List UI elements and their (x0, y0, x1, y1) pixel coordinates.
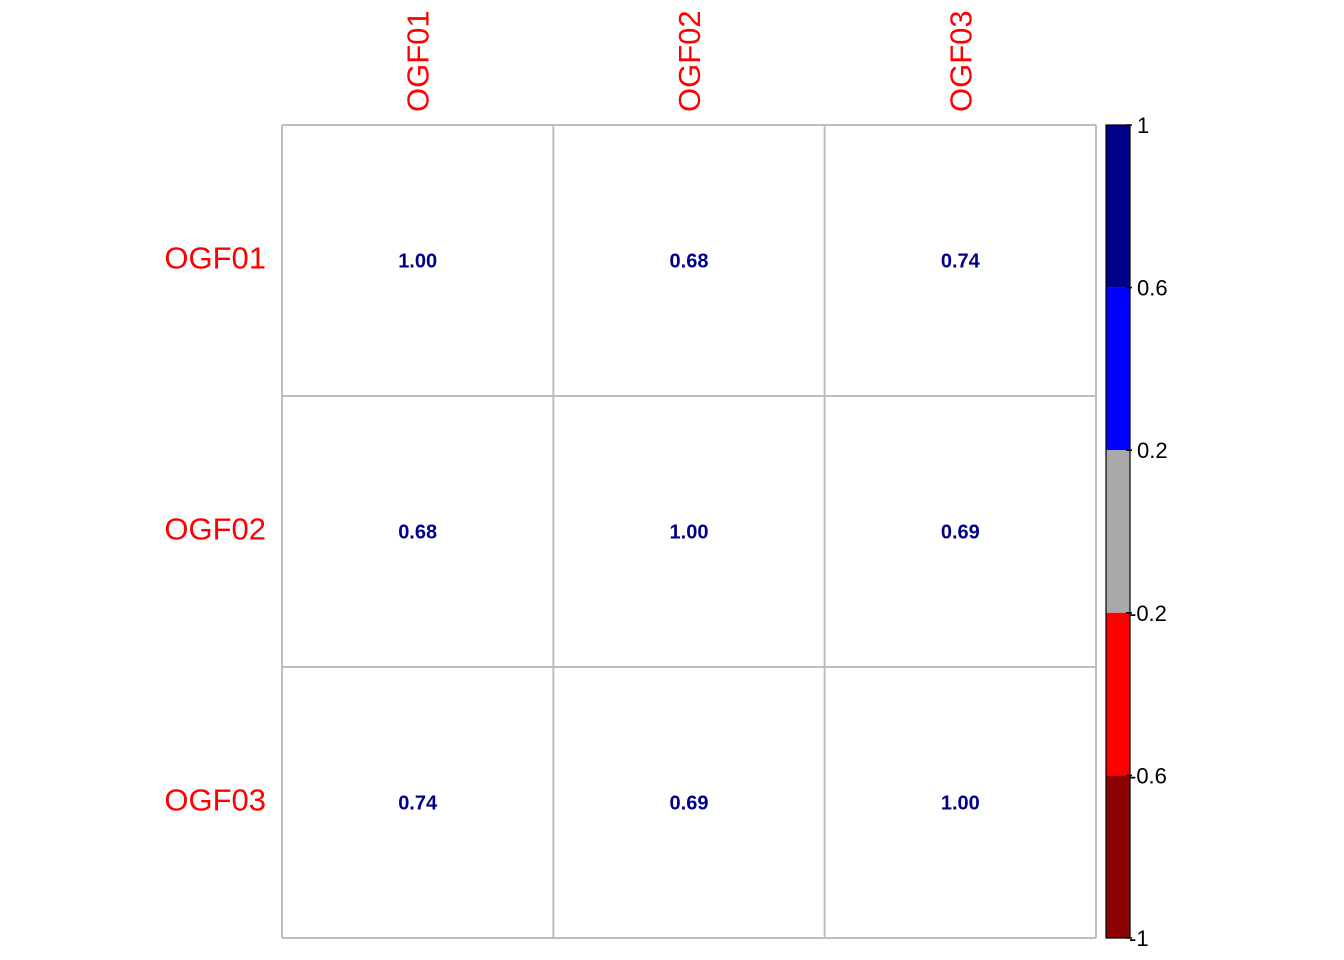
cell-value-label: 1.00 (941, 793, 980, 815)
colorbar-tick-label: -1 (1129, 926, 1149, 951)
column-label-OGF03: OGF03 (943, 10, 978, 112)
row-label-OGF01: OGF01 (164, 241, 266, 276)
row-label-OGF03: OGF03 (164, 783, 266, 818)
heatmap-cell-OGF01-OGF03 (824, 125, 1096, 396)
heatmap-cells (282, 125, 1096, 938)
column-label-OGF01: OGF01 (401, 10, 436, 112)
colorbar-band (1106, 775, 1130, 938)
cell-value-labels: 1.00 0.68 0.74 0.68 1.00 0.69 0.74 0.69 1.00 (398, 251, 980, 815)
cell-value-label: 0.68 (670, 251, 709, 273)
cell-value-label: 0.69 (941, 522, 980, 544)
cell-value-label: 1.00 (670, 522, 709, 544)
heatmap-cell-OGF02-OGF01 (282, 396, 554, 667)
heatmap-cell-OGF03-OGF02 (553, 667, 825, 938)
cell-value-label: 0.74 (941, 251, 981, 273)
row-label-OGF02: OGF02 (164, 512, 266, 547)
heatmap-grid (281, 124, 1097, 939)
colorbar-tick-label: 0.2 (1137, 438, 1168, 463)
row-labels: OGF01 OGF02 OGF03 (164, 241, 266, 818)
heatmap-cell-OGF03-OGF01 (282, 667, 554, 938)
colorbar-tick-label: 0.6 (1137, 276, 1168, 301)
heatmap-cell-OGF02-OGF03 (824, 396, 1096, 667)
colorbar-outline (1105, 124, 1131, 939)
colorbar-tick-label: -0.2 (1129, 601, 1167, 626)
cell-value-label: 0.74 (398, 793, 438, 815)
cell-value-label: 0.68 (398, 522, 437, 544)
column-labels: OGF01 OGF02 OGF03 (401, 10, 979, 112)
cell-value-label: 1.00 (398, 251, 437, 273)
colorbar-tick-label: 1 (1137, 113, 1149, 138)
cell-value-label: 0.69 (670, 793, 709, 815)
heatmap-cell-OGF01-OGF02 (553, 125, 825, 396)
heatmap-cell-OGF01-OGF01 (282, 125, 554, 396)
colorbar-tick-label: -0.6 (1129, 763, 1167, 788)
colorbar-band (1106, 287, 1130, 451)
colorbar-band (1106, 612, 1130, 776)
heatmap-cell-OGF03-OGF03 (824, 667, 1096, 938)
colorbar: 1 0.6 0.2 -0.2 -0.6 -1 (1105, 113, 1168, 951)
column-label-OGF02: OGF02 (672, 10, 707, 112)
colorbar-band (1106, 125, 1130, 288)
colorbar-band (1106, 450, 1130, 613)
heatmap-cell-OGF02-OGF02 (553, 396, 825, 667)
